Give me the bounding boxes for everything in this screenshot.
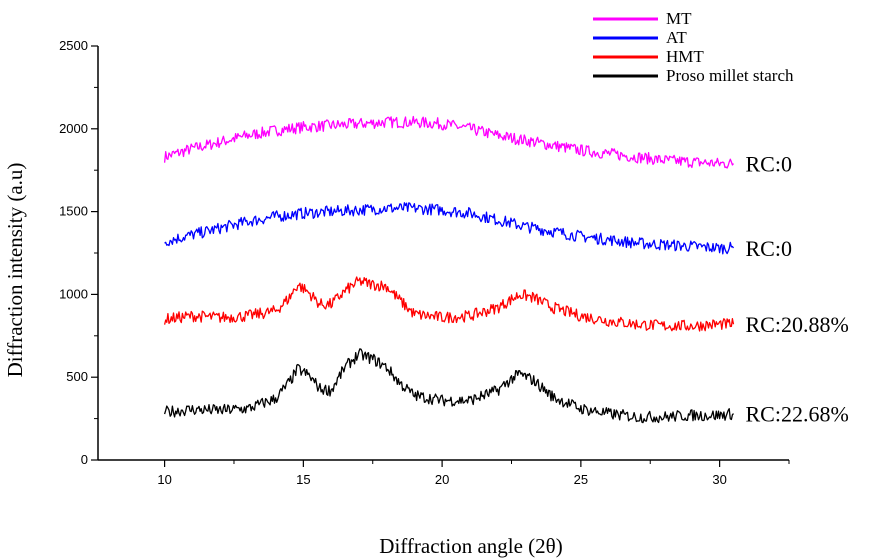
x-tick-label: 25: [574, 472, 588, 487]
x-tick-label: 20: [435, 472, 449, 487]
rc-annotation: RC:0: [745, 152, 791, 177]
series-line-0: [163, 115, 734, 169]
legend-label: AT: [666, 28, 687, 47]
rc-annotation: RC:22.68%: [745, 402, 848, 427]
rc-annotation: RC:20.88%: [745, 312, 848, 337]
legend-label: Proso millet starch: [666, 66, 794, 85]
x-axis-title: Diffraction angle (2θ): [379, 534, 562, 558]
y-tick-label: 500: [66, 369, 88, 384]
legend-label: MT: [666, 9, 692, 28]
y-tick-label: 2000: [59, 121, 88, 136]
axes: 0 500 1000 1500 2000 2500 10 15 20 25 30: [59, 38, 790, 487]
y-tick-label: 2500: [59, 38, 88, 53]
series-layer: [163, 115, 735, 424]
y-axis-title: Diffraction intensity (a.u): [3, 163, 27, 378]
x-tick-label: 15: [296, 472, 310, 487]
legend-label: HMT: [666, 47, 704, 66]
y-tick-label: 1000: [59, 286, 88, 301]
y-tick-label: 1500: [59, 204, 88, 219]
annotation-layer: RC:0 RC:0 RC:20.88% RC:22.68%: [745, 152, 848, 427]
x-tick-label: 10: [157, 472, 171, 487]
series-line-2: [163, 276, 735, 332]
rc-annotation: RC:0: [745, 236, 791, 261]
series-line-3: [163, 348, 734, 424]
x-tick-label: 30: [712, 472, 726, 487]
y-tick-label: 0: [81, 452, 88, 467]
series-line-1: [164, 202, 735, 255]
